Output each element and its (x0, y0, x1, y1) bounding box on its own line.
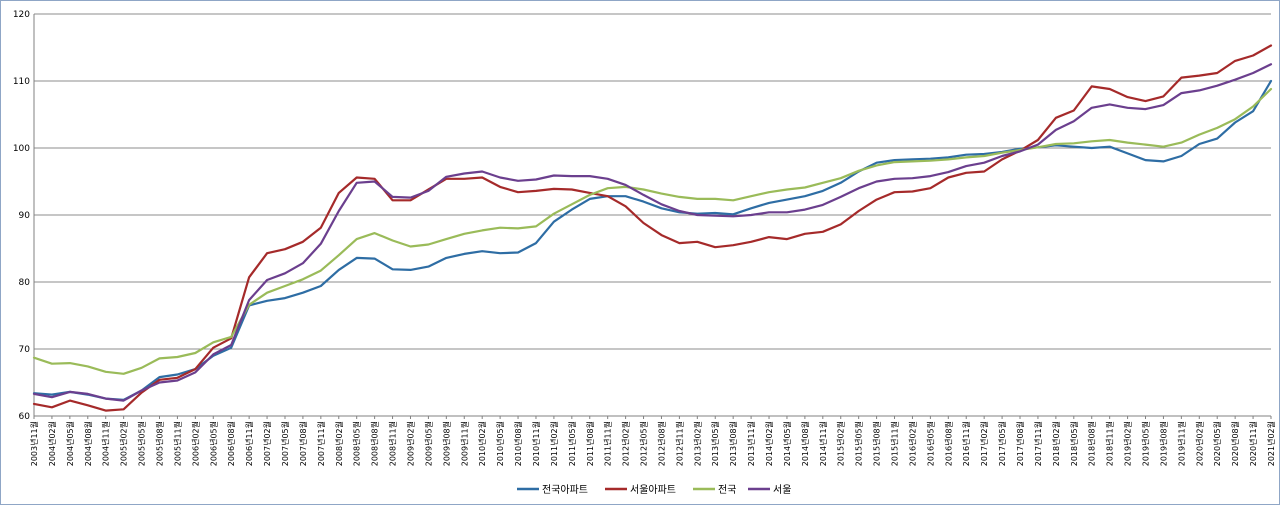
x-tick-label: 2014년05월 (782, 421, 792, 466)
x-tick-label: 2016년05월 (925, 421, 935, 466)
x-tick-label: 2016년08월 (943, 421, 953, 466)
x-tick-label: 2005년05월 (137, 421, 147, 466)
x-tick-label: 2006년02월 (190, 421, 200, 466)
x-tick-label: 2012년11월 (674, 421, 684, 466)
x-tick-label: 2007년02월 (262, 421, 272, 466)
x-tick-label: 2017년11월 (1033, 421, 1043, 466)
series-lines (32, 44, 1273, 412)
series-line-3 (32, 87, 1273, 375)
legend-label-3: 전국 (718, 484, 736, 496)
x-tick-label: 2009년05월 (423, 421, 433, 466)
x-tick-label: 2014년02월 (764, 421, 774, 466)
x-tick-label: 2005년02월 (119, 421, 129, 466)
x-tick-label: 2015년11월 (890, 421, 900, 466)
y-tick-label: 60 (19, 412, 31, 422)
x-tick-label: 2019년08월 (1158, 421, 1168, 466)
legend-label-2: 서울아파트 (630, 484, 676, 496)
x-tick-label: 2008년05월 (352, 421, 362, 466)
x-tick-label: 2003년11월 (29, 421, 39, 466)
gridlines (34, 13, 1271, 417)
x-tick-label: 2007년08월 (298, 421, 308, 466)
legend-label-1: 전국아파트 (542, 484, 588, 496)
x-tick-label: 2004년11월 (101, 421, 111, 466)
x-tick-label: 2012년05월 (639, 421, 649, 466)
x-tick-label: 2020년05월 (1212, 421, 1222, 466)
x-tick-label: 2005년08월 (154, 421, 164, 466)
x-tick-label: 2011년11월 (603, 421, 613, 466)
x-tick-label: 2013년02월 (692, 421, 702, 466)
x-tick-label: 2021년02월 (1266, 421, 1276, 466)
x-tick-label: 2017년05월 (997, 421, 1007, 466)
y-tick-label: 120 (13, 10, 30, 20)
x-tick-label: 2006년08월 (226, 421, 236, 466)
x-tick-label: 2011년05월 (567, 421, 577, 466)
x-tick-label: 2017년02월 (979, 421, 989, 466)
x-tick-label: 2019년11월 (1176, 421, 1186, 466)
x-tick-label: 2020년11월 (1248, 421, 1258, 466)
x-tick-label: 2008년11월 (388, 421, 398, 466)
x-tick-label: 2010년05월 (495, 421, 505, 466)
y-axis: 60 70 80 90 100 110 120 (13, 10, 35, 422)
x-tick-label: 2018년08월 (1087, 421, 1097, 466)
x-tick-label: 2013년05월 (710, 421, 720, 466)
x-tick-label: 2013년08월 (728, 421, 738, 466)
x-tick-label: 2013년11월 (746, 421, 756, 466)
x-tick-label: 2009년02월 (405, 421, 415, 466)
x-tick-label: 2018년02월 (1051, 421, 1061, 466)
x-tick-label: 2008년08월 (370, 421, 380, 466)
series-line-1 (32, 79, 1273, 401)
x-tick-label: 2018년11월 (1105, 421, 1115, 466)
x-tick-label: 2018년05월 (1069, 421, 1079, 466)
x-tick-label: 2009년11월 (459, 421, 469, 466)
x-tick-label: 2010년08월 (513, 421, 523, 466)
x-axis: 2003년11월 2004년02월 2004년05월 2004년08월 2004년11월… (29, 416, 1276, 466)
x-tick-label: 2012년02월 (621, 421, 631, 466)
x-tick-label: 2005년11월 (172, 421, 182, 466)
x-tick-label: 2006년05월 (208, 421, 218, 466)
x-tick-label: 2019년02월 (1123, 421, 1133, 466)
x-tick-label: 2007년05월 (280, 421, 290, 466)
x-tick-label: 2017년08월 (1015, 421, 1025, 466)
y-tick-label: 90 (19, 211, 31, 221)
x-tick-label: 2019년05월 (1141, 421, 1151, 466)
y-tick-label: 70 (19, 345, 31, 355)
series-line-4 (32, 63, 1273, 402)
legend: 전국아파트 서울아파트 전국 서울 (517, 484, 791, 496)
x-tick-label: 2014년11월 (818, 421, 828, 466)
legend-label-4: 서울 (773, 484, 791, 496)
y-tick-label: 80 (19, 278, 31, 288)
x-tick-label: 2016년02월 (907, 421, 917, 466)
x-tick-label: 2010년11월 (531, 421, 541, 466)
x-tick-label: 2015년05월 (854, 421, 864, 466)
x-tick-label: 2020년08월 (1230, 421, 1240, 466)
x-tick-label: 2009년08월 (441, 421, 451, 466)
x-tick-label: 2004년08월 (83, 421, 93, 466)
x-tick-label: 2015년08월 (872, 421, 882, 466)
x-tick-label: 2012년08월 (656, 421, 666, 466)
x-tick-label: 2020년02월 (1194, 421, 1204, 466)
series-line-2 (32, 44, 1273, 412)
x-tick-label: 2015년02월 (836, 421, 846, 466)
x-tick-label: 2011년08월 (585, 421, 595, 466)
x-tick-label: 2008년02월 (334, 421, 344, 466)
y-tick-label: 110 (13, 77, 30, 87)
x-tick-label: 2014년08월 (800, 421, 810, 466)
x-tick-label: 2006년11월 (244, 421, 254, 466)
x-tick-label: 2004년05월 (65, 421, 75, 466)
x-tick-label: 2010년02월 (477, 421, 487, 466)
x-tick-label: 2016년11월 (961, 421, 971, 466)
x-tick-label: 2011년02월 (549, 421, 559, 466)
x-tick-label: 2007년11월 (316, 421, 326, 466)
x-tick-label: 2004년02월 (47, 421, 57, 466)
y-tick-label: 100 (13, 144, 30, 154)
